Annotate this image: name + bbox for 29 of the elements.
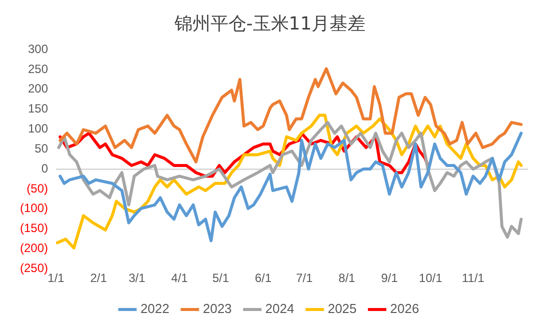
y-tick-label: 50 (34, 141, 48, 156)
y-tick-label: (100) (20, 201, 48, 216)
y-tick-label: 200 (28, 82, 48, 96)
legend-label: 2022 (140, 301, 170, 316)
y-tick-label: (250) (20, 260, 48, 275)
x-tick-label: 3/1 (128, 271, 146, 286)
x-tick-label: 10/1 (418, 271, 443, 286)
y-tick-label: 0 (41, 161, 48, 176)
y-tick-label: 300 (28, 42, 48, 56)
x-tick-label: 1/1 (48, 271, 65, 286)
legend-label: 2024 (265, 301, 294, 316)
y-tick-label: (150) (20, 221, 48, 236)
x-tick-label: 8/1 (338, 271, 356, 286)
x-tick-label: 5/1 (212, 271, 230, 286)
x-tick-label: 2/1 (90, 271, 108, 286)
chart-title: 锦州平仓-玉米11月基差 (173, 13, 366, 34)
y-tick-label: (50) (26, 181, 48, 196)
y-tick-label: (200) (20, 241, 48, 256)
y-tick-label: 150 (28, 102, 48, 116)
x-tick-label: 11/1 (462, 271, 485, 286)
legend-label: 2025 (328, 301, 357, 316)
x-tick-label: 7/1 (296, 271, 314, 286)
x-tick-label: 9/1 (381, 271, 398, 286)
y-tick-label: 100 (28, 122, 48, 136)
x-tick-label: 4/1 (171, 271, 188, 286)
legend-label: 2026 (390, 301, 420, 316)
y-tick-label: 250 (28, 62, 48, 76)
legend-label: 2023 (202, 301, 232, 316)
x-tick-label: 6/1 (254, 271, 272, 286)
